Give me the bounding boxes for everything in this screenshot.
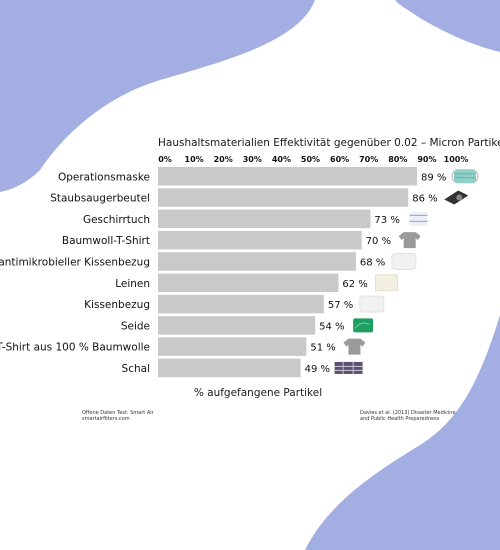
source-note-left-line-2: smartairfilters.com <box>82 416 130 422</box>
bar-row: Schal 49 % <box>122 358 363 378</box>
category-label: Leinen <box>115 278 150 290</box>
bar <box>158 188 409 207</box>
category-label: Kissenbezug <box>84 299 150 311</box>
surgical-mask-icon <box>451 169 479 184</box>
source-note-right-line-1: Davies et al. (2013) Disaster Medicine <box>360 410 456 416</box>
category-label: Geschirrtuch <box>83 214 150 226</box>
value-label: 73 % <box>374 215 399 226</box>
value-label: 54 % <box>319 321 344 332</box>
bar <box>158 209 371 229</box>
dish-towel-icon <box>409 211 428 226</box>
bar <box>158 230 362 250</box>
bar-row: Leinen 62 % <box>115 273 398 292</box>
x-tick-label: 50% <box>301 155 320 164</box>
x-tick-label: 40% <box>272 155 291 164</box>
bar-row: Staubsaugerbeutel 86 % <box>50 188 469 207</box>
value-label: 89 % <box>421 172 446 183</box>
bar <box>158 316 316 335</box>
bar-row: Geschirrtuch 73 % <box>83 209 428 229</box>
value-label: 62 % <box>342 279 367 290</box>
value-label: 68 % <box>360 257 385 268</box>
x-tick-label: 10% <box>185 155 204 164</box>
bar <box>158 337 307 356</box>
category-label: Schal <box>122 363 150 375</box>
bar <box>158 252 356 271</box>
bar <box>158 294 324 314</box>
category-label: Operationsmaske <box>58 171 150 183</box>
category-label: antimikrobieller Kissenbezug <box>0 256 150 268</box>
bar-row: Seide 54 % <box>121 316 374 335</box>
bar-row: Kissenbezug 57 % <box>84 294 385 314</box>
top-left-blob <box>0 0 315 192</box>
cotton-tshirt-icon <box>398 232 421 249</box>
bar <box>158 167 417 186</box>
value-label: 70 % <box>366 236 391 247</box>
x-tick-label: 30% <box>243 155 262 164</box>
silk-icon <box>353 318 374 333</box>
x-tick-label: 20% <box>214 155 233 164</box>
bar-row: Operationsmaske 89 % <box>58 167 479 186</box>
category-label: Staubsaugerbeutel <box>50 193 150 205</box>
pillowcase-icon <box>391 253 417 270</box>
linen-icon <box>375 274 398 292</box>
value-label: 51 % <box>310 343 335 354</box>
value-label: 86 % <box>412 194 437 205</box>
category-label: T-Shirt aus 100 % Baumwolle <box>0 342 150 354</box>
x-tick-label: 0% <box>158 155 172 164</box>
x-tick-label: 70% <box>359 155 378 164</box>
pillowcase-icon <box>359 295 385 313</box>
category-label: Seide <box>121 320 150 332</box>
scarf-icon <box>334 361 363 374</box>
source-note-right: Davies et al. (2013) Disaster Medicine a… <box>360 410 456 422</box>
bar-row: T-Shirt aus 100 % Baumwolle 51 % <box>0 337 366 356</box>
chart-title: Haushaltsmaterialien Effektivität gegenü… <box>158 137 500 149</box>
x-tick-label: 60% <box>330 155 349 164</box>
source-note-right-line-2: and Public Health Preparedness <box>360 416 440 422</box>
source-note-left-line-1: Offene Daten Test: Smart Air <box>82 410 154 416</box>
source-note-left: Offene Daten Test: Smart Air smartairfil… <box>82 410 154 422</box>
bottom-right-blob <box>305 315 500 550</box>
tshirt-icon <box>343 338 366 355</box>
x-axis-label: % aufgefangene Partikel <box>193 387 323 399</box>
value-label: 49 % <box>305 364 330 375</box>
bar-row: Baumwoll-T-Shirt 70 % <box>62 230 421 250</box>
x-tick-label: 90% <box>417 155 436 164</box>
bar-row: antimikrobieller Kissenbezug 68 % <box>0 252 417 271</box>
category-label: Baumwoll-T-Shirt <box>62 235 150 247</box>
x-tick-label: 80% <box>388 155 407 164</box>
top-right-blob <box>395 0 500 52</box>
bar <box>158 273 339 292</box>
value-label: 57 % <box>328 300 353 311</box>
vacuum-bag-icon <box>444 190 469 205</box>
x-tick-label: 100% <box>444 155 469 164</box>
bar <box>158 358 301 378</box>
